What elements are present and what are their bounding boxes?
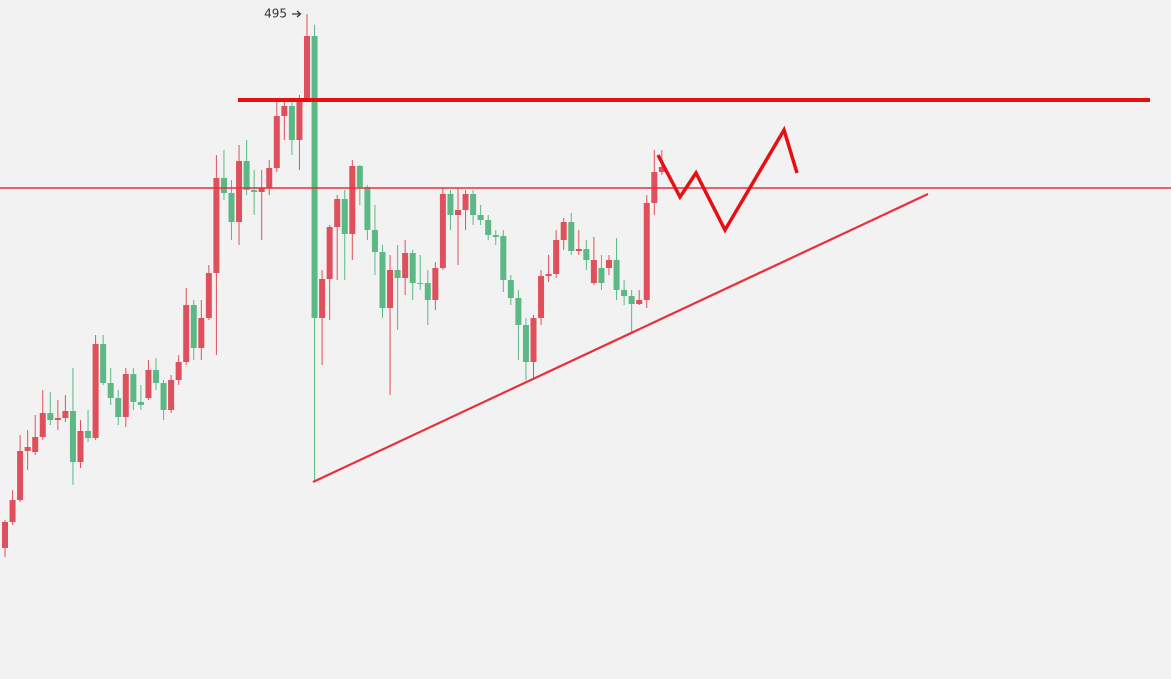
candle-body <box>213 178 220 273</box>
candle-body <box>107 383 114 398</box>
candle-body <box>236 161 243 222</box>
candle-body <box>522 325 529 362</box>
candle-body <box>500 236 507 280</box>
candle-body <box>228 193 235 222</box>
candle-body <box>137 402 144 405</box>
candle-body <box>568 222 575 251</box>
candle-body <box>492 235 499 237</box>
candle-body <box>658 167 665 172</box>
candle-body <box>304 36 310 98</box>
max-arrow <box>292 10 302 18</box>
candle-body <box>545 274 552 276</box>
candle-body <box>122 374 129 417</box>
candle-body <box>341 199 348 234</box>
candle-body <box>273 116 280 168</box>
candle-body <box>251 190 258 192</box>
candle-body <box>145 370 152 398</box>
candle-body <box>553 240 560 274</box>
candle-body <box>507 280 514 298</box>
candle-body <box>636 300 643 304</box>
candle-body <box>621 290 628 296</box>
candle-body <box>319 279 326 318</box>
candle-body <box>62 411 69 418</box>
candle-body <box>92 344 99 438</box>
candles <box>2 14 665 557</box>
candle-body <box>515 298 522 325</box>
candle-body <box>311 36 318 318</box>
candle-body <box>9 500 16 522</box>
candle-body <box>24 447 31 451</box>
candle-body <box>590 260 597 283</box>
candle-body <box>220 178 227 193</box>
candle-body <box>439 194 446 268</box>
candle-body <box>583 249 590 260</box>
candle-body <box>447 194 454 215</box>
candle-body <box>54 418 61 420</box>
candle-body <box>243 161 250 190</box>
candle-body <box>334 199 341 227</box>
projection-zigzag <box>656 125 799 234</box>
candle-body <box>288 106 295 140</box>
candle-body <box>69 411 76 462</box>
candle-body <box>281 106 288 116</box>
candle-body <box>432 268 439 300</box>
candle-body <box>258 188 265 192</box>
candle-body <box>175 362 182 380</box>
candle-body <box>613 260 620 290</box>
candle-body <box>356 166 363 187</box>
candle-body <box>606 260 612 268</box>
candle-body <box>153 370 159 383</box>
candle-body <box>394 270 401 278</box>
candle-body <box>130 374 137 402</box>
candle-body <box>371 230 378 252</box>
candle-body <box>417 283 424 284</box>
candle-body <box>326 227 333 279</box>
candle-body <box>160 383 167 410</box>
candle-body <box>455 210 461 215</box>
candle-body <box>32 437 39 452</box>
candle-body <box>598 268 605 283</box>
candle-body <box>115 398 122 417</box>
candle-body <box>538 276 545 318</box>
candle-body <box>643 203 650 300</box>
candle-body <box>424 283 431 300</box>
candle-body <box>477 215 484 220</box>
candle-body <box>190 305 197 348</box>
candle-body <box>168 380 175 410</box>
candle-body <box>17 451 24 500</box>
candle-body <box>560 222 567 240</box>
candle-body <box>364 187 371 230</box>
candle-body <box>575 249 582 251</box>
candle-body <box>485 220 492 235</box>
candle-body <box>266 168 273 188</box>
candle-body <box>2 522 8 548</box>
candle-body <box>349 166 356 234</box>
candle-body <box>183 305 190 362</box>
candle-body <box>198 318 205 348</box>
candle-body <box>402 253 409 278</box>
candle-body <box>77 431 84 462</box>
candle-body <box>409 253 416 283</box>
candle-body <box>470 194 477 215</box>
trend-line <box>312 193 929 483</box>
candle-body <box>628 296 635 304</box>
candle-body <box>379 252 386 308</box>
candle-body <box>387 270 394 308</box>
candle-body <box>205 273 212 318</box>
candle-body <box>39 413 46 437</box>
candle-body <box>85 431 92 438</box>
candle-body <box>296 98 303 140</box>
candle-body <box>100 344 107 383</box>
max-label: 495 <box>264 7 287 21</box>
candle-body <box>530 318 537 362</box>
candle-body <box>462 194 469 210</box>
candle-body <box>47 413 54 420</box>
